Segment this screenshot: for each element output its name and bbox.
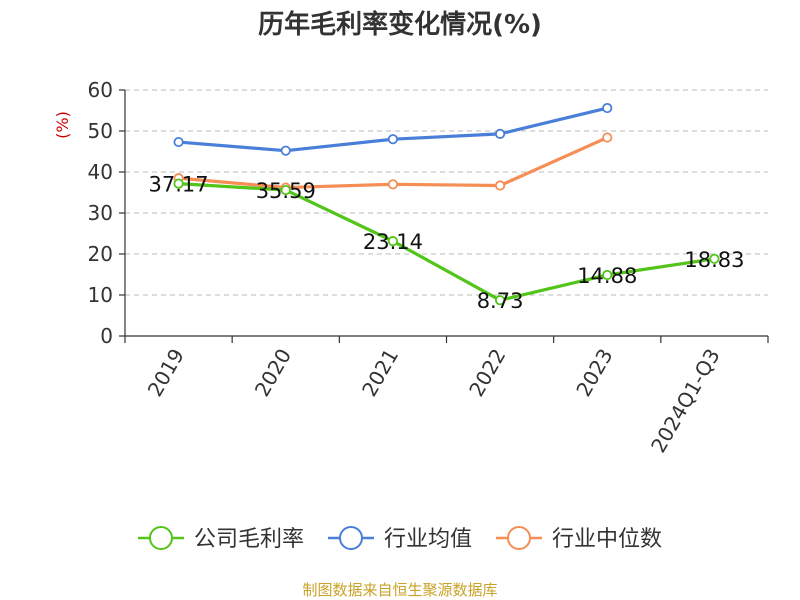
y-tick-label: 20: [88, 242, 113, 266]
y-tick-label: 60: [88, 78, 113, 102]
data-label: 18.83: [684, 248, 744, 272]
data-point[interactable]: [602, 102, 613, 114]
x-tick-label: 2023: [571, 345, 617, 401]
data-point[interactable]: [173, 136, 184, 148]
data-label: 14.88: [577, 264, 637, 288]
y-tick-label: 50: [88, 119, 113, 143]
series-1: [173, 102, 613, 156]
legend-label: 行业均值: [384, 527, 472, 552]
legend-item-0[interactable]: 公司毛利率: [137, 526, 304, 552]
legend-item-2[interactable]: 行业中位数: [496, 526, 662, 552]
legend-marker: [507, 526, 532, 550]
legend[interactable]: 公司毛利率 行业均值 行业中位数: [137, 526, 662, 552]
data-label: 35.59: [256, 179, 316, 203]
chart-title: 历年毛利率变化情况(%): [258, 9, 542, 40]
y-tick-label: 0: [100, 324, 113, 348]
data-label: 23.14: [363, 230, 423, 254]
data-point[interactable]: [602, 132, 613, 143]
data-point[interactable]: [494, 128, 506, 139]
y-tick-label: 30: [88, 201, 113, 225]
x-tick-label: 2019: [143, 345, 189, 401]
legend-marker: [338, 526, 363, 550]
data-label: 8.73: [477, 289, 524, 313]
data-point[interactable]: [280, 145, 291, 156]
x-tick-label: 2022: [464, 345, 510, 401]
data-point[interactable]: [494, 295, 506, 306]
data-point[interactable]: [173, 178, 184, 189]
data-label: 37.17: [149, 173, 209, 197]
y-axis-unit-label: (%): [53, 111, 72, 139]
data-point[interactable]: [709, 253, 720, 264]
series-lines: [173, 102, 720, 306]
series-line: [176, 182, 717, 302]
x-tick-label: 2020: [250, 345, 296, 401]
x-tick-label: 2021: [357, 345, 403, 401]
legend-marker: [148, 526, 173, 550]
data-point[interactable]: [494, 180, 506, 191]
x-tick-label: 2024Q1-Q3: [646, 345, 725, 457]
legend-item-1[interactable]: 行业均值: [327, 526, 472, 552]
data-point[interactable]: [387, 179, 399, 190]
y-tick-label: 40: [88, 160, 113, 184]
data-point[interactable]: [387, 134, 399, 145]
data-point[interactable]: [280, 184, 291, 196]
data-point[interactable]: [602, 269, 613, 281]
data-point[interactable]: [387, 236, 399, 247]
grid-lines: [125, 89, 768, 296]
legend-label: 公司毛利率: [194, 527, 304, 552]
data-labels: 37.17 35.59 23.14 8.73 14.88 18.83: [149, 173, 745, 314]
source-note: 制图数据来自恒生聚源数据库: [302, 581, 497, 599]
series-0: [173, 178, 720, 306]
y-tick-label: 10: [88, 283, 113, 307]
legend-label: 行业中位数: [552, 527, 662, 552]
